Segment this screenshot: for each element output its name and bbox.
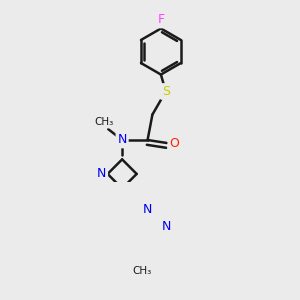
Text: S: S (162, 85, 170, 98)
Text: CH₃: CH₃ (94, 117, 114, 127)
Text: N: N (97, 167, 106, 180)
Text: N: N (117, 134, 127, 146)
Text: F: F (157, 14, 164, 26)
Text: O: O (169, 136, 179, 149)
Text: CH₃: CH₃ (132, 266, 151, 276)
Text: N: N (162, 220, 171, 233)
Text: N: N (143, 203, 152, 216)
